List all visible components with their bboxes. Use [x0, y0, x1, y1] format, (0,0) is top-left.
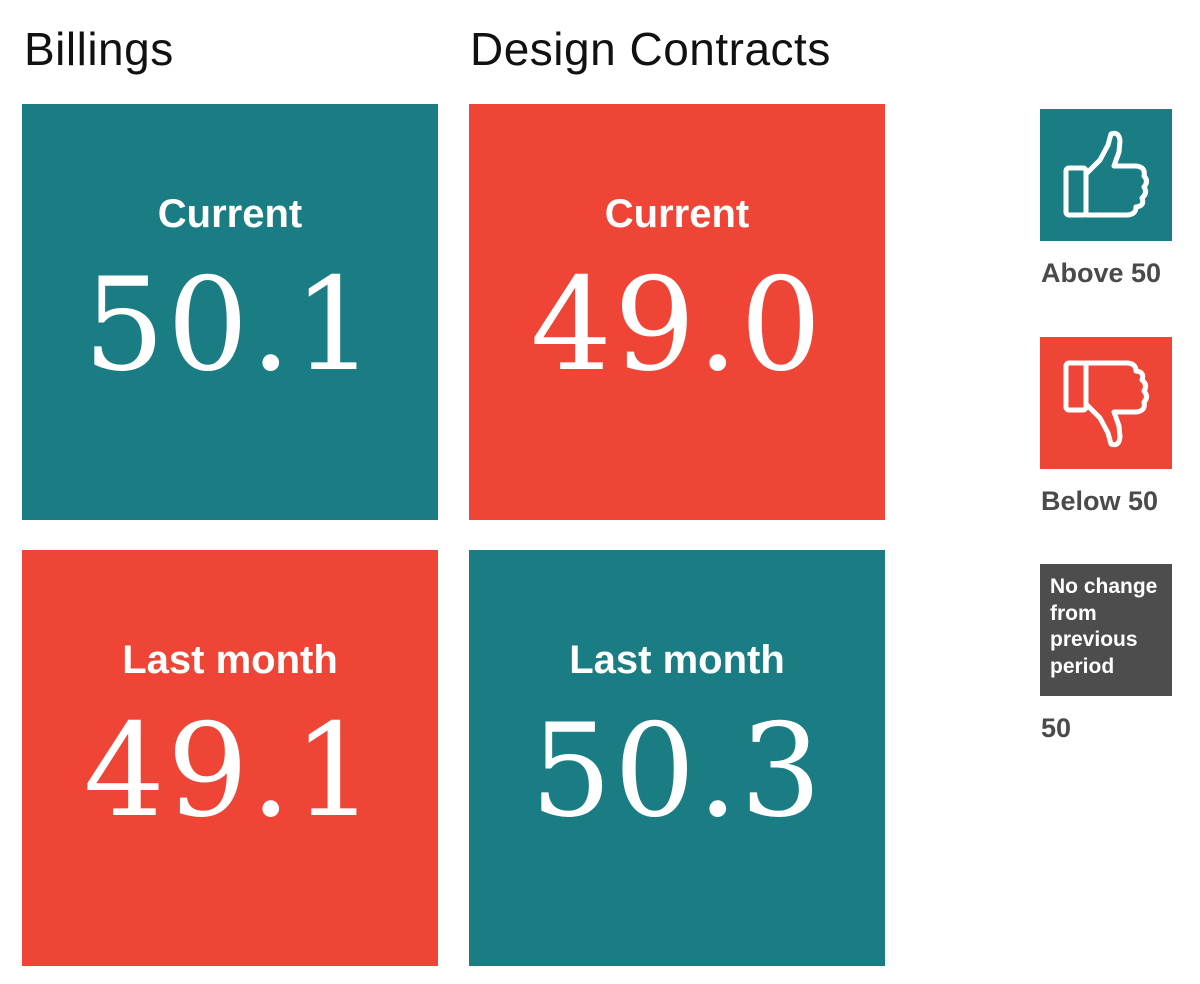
billings-current-tile: Current 50.1: [22, 104, 438, 520]
legend-above-caption: Above 50: [1041, 258, 1162, 288]
billings-title: Billings: [24, 23, 174, 75]
design-contracts-title: Design Contracts: [470, 23, 831, 75]
billings-current-value: 50.1: [83, 251, 377, 400]
design-contracts-current-tile: Current 49.0: [469, 104, 885, 520]
design-contracts-last-month-value: 50.3: [530, 697, 824, 846]
billings-last-month-tile: Last month 49.1: [22, 550, 438, 966]
legend-below-caption: Below 50: [1041, 486, 1159, 516]
thumbs-down-icon: [1063, 360, 1149, 448]
thumbs-up-icon: [1063, 130, 1149, 218]
legend-no-change-caption: 50: [1041, 713, 1072, 743]
billings-last-month-label: Last month: [122, 638, 338, 682]
legend-above-box: [1040, 109, 1172, 241]
design-contracts-last-month-label: Last month: [569, 638, 785, 682]
legend-below-box: [1040, 337, 1172, 469]
design-contracts-last-month-tile: Last month 50.3: [469, 550, 885, 966]
design-contracts-current-label: Current: [604, 192, 750, 236]
design-contracts-current-value: 49.0: [530, 251, 824, 400]
legend-no-change-text: No change from previous period: [1050, 575, 1158, 678]
billings-current-label: Current: [157, 192, 303, 236]
legend-no-change-box: No change from previous period: [1040, 564, 1172, 696]
billings-last-month-value: 49.1: [83, 697, 377, 846]
